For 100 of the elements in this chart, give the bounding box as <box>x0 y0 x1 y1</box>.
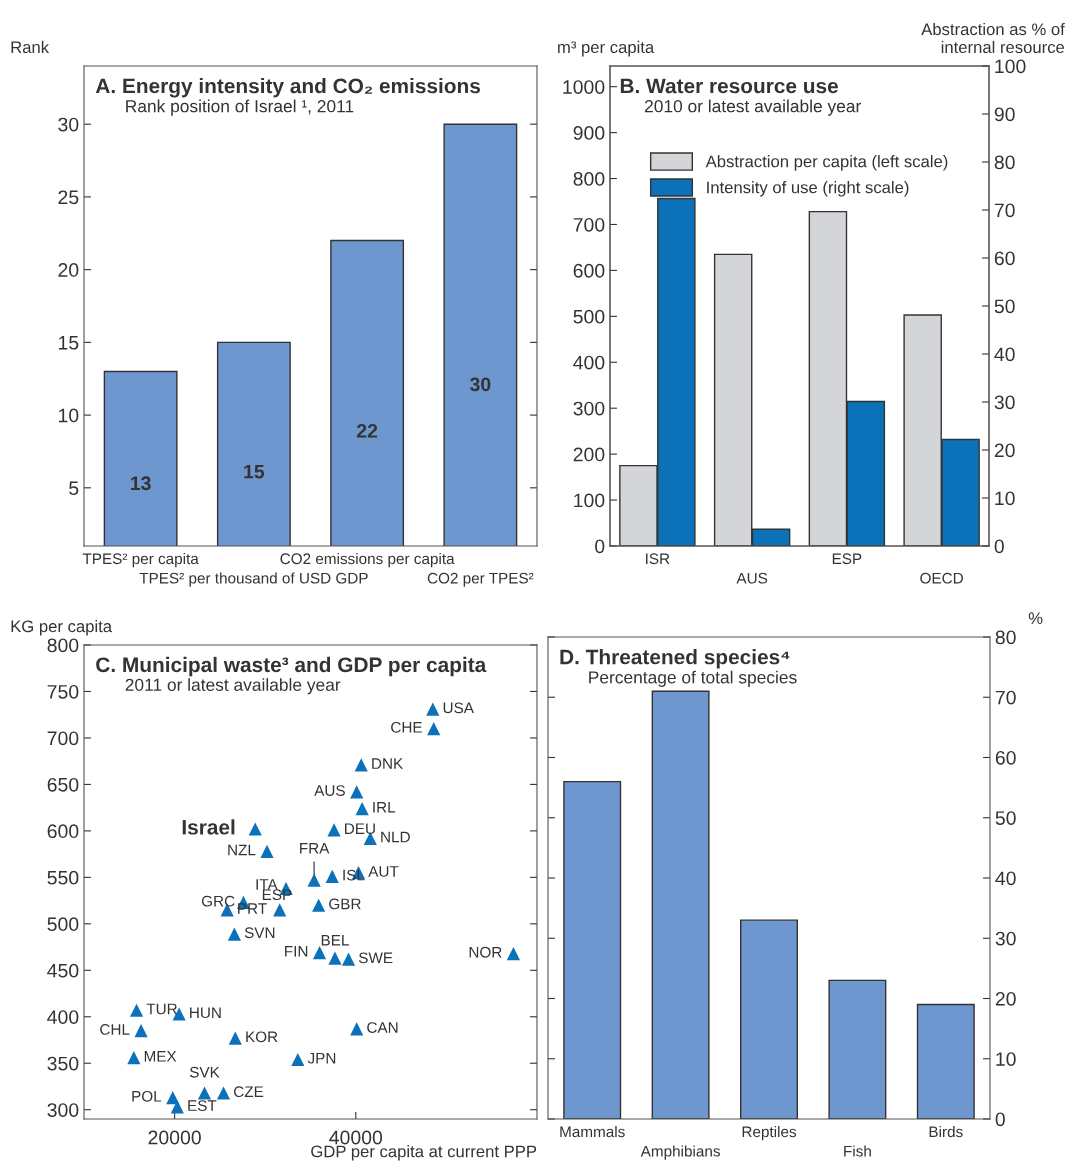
y-tick-label: 750 <box>47 684 79 699</box>
point <box>328 951 342 965</box>
y-tick-label: 900 <box>573 126 605 140</box>
point <box>312 898 326 912</box>
point <box>327 823 341 837</box>
point <box>228 1031 242 1045</box>
annotation: HUN <box>190 1007 221 1019</box>
annotation: PRT <box>238 903 267 914</box>
chart-title: B. Water resource use <box>620 78 838 94</box>
legend-label: Abstraction per capita (left scale) <box>705 155 948 171</box>
y2-tick-label: 70 <box>995 690 1016 705</box>
y2-tick-label: 60 <box>995 750 1016 765</box>
y2-tick-label: 60 <box>994 251 1015 266</box>
data-label: 13 <box>131 476 151 491</box>
y2-tick-label: 90 <box>994 107 1015 122</box>
point <box>291 1052 305 1067</box>
y2-tick-label: 20 <box>995 991 1016 1006</box>
text: C. Municipal waste³ and GDP per capita <box>96 656 487 677</box>
y2-axis-title: Abstraction as % of internal resource <box>921 22 1065 54</box>
point <box>350 1022 364 1036</box>
annotation: MEX <box>144 1051 177 1062</box>
data-label: 15 <box>244 464 265 479</box>
y-axis-title: KG per capita <box>11 619 113 636</box>
text: D. Threatened species⁴ <box>560 649 790 669</box>
point <box>216 1086 231 1100</box>
point <box>166 1091 180 1105</box>
x-tick-label: Amphibians <box>640 1145 720 1160</box>
point <box>341 952 356 966</box>
y-tick-label: 0 <box>595 539 605 554</box>
bar <box>916 1003 975 1119</box>
annotation: JPN <box>307 1052 336 1064</box>
point <box>426 702 440 716</box>
annotation: FIN <box>285 946 308 957</box>
annotation: TUR <box>146 1003 177 1015</box>
bar <box>740 919 798 1119</box>
point <box>248 822 262 836</box>
annotation: CZE <box>234 1086 264 1098</box>
point <box>129 1003 144 1017</box>
data-label: 30 <box>470 377 491 392</box>
y2-tick-label: 30 <box>994 395 1015 410</box>
x-tick-label: 20000 <box>148 1130 201 1145</box>
y-tick-label: 800 <box>47 638 79 653</box>
y-tick-label: 550 <box>47 870 79 885</box>
annotation: ESP <box>262 889 292 901</box>
x-tick-label: ESP <box>832 553 862 565</box>
x-tick-label: CO2 per TPES² <box>427 572 534 587</box>
x-tick-label: Reptiles <box>742 1125 797 1141</box>
y-tick-label: 350 <box>47 1056 79 1071</box>
y-tick-label: 800 <box>573 172 605 186</box>
annotation: KOR <box>246 1031 278 1043</box>
point <box>197 1086 212 1100</box>
x-tick-label: TPES² per thousand of USD GDP <box>139 572 368 587</box>
x-tick-label: 40000 <box>329 1130 383 1145</box>
point <box>307 873 321 887</box>
y-tick-label: 25 <box>58 190 79 205</box>
y2-tick-label: 40 <box>995 871 1016 886</box>
y-axis-title: m³ per capita <box>558 40 655 57</box>
y-tick-label: 500 <box>573 309 605 324</box>
point <box>134 1024 148 1038</box>
bar <box>651 690 710 1119</box>
y2-tick-label: 80 <box>995 630 1016 645</box>
annotation: NOR <box>469 946 502 958</box>
annotation: SVN <box>244 927 275 939</box>
y-tick-label: 600 <box>47 824 79 839</box>
y-axis-title: Rank <box>11 40 50 54</box>
point <box>312 946 327 960</box>
point <box>350 785 364 799</box>
y2-tick-label: 50 <box>994 299 1015 314</box>
y-tick-label: 30 <box>58 117 79 132</box>
y-tick-label: 100 <box>574 493 605 508</box>
annotation: DNK <box>372 758 404 769</box>
annotation: AUT <box>368 866 399 877</box>
annotation: CHL <box>100 1023 130 1035</box>
annotation: USA <box>443 702 474 714</box>
point <box>260 844 274 858</box>
y2-axis-title: % <box>1028 612 1043 624</box>
y-tick-label: 200 <box>573 447 605 462</box>
annotation: CAN <box>367 1022 398 1033</box>
y2-tick-label: 30 <box>995 931 1016 946</box>
text: A. Energy intensity and CO₂ emissions <box>95 78 480 98</box>
annotation: DEU <box>345 823 375 835</box>
x-tick-label: ISR <box>646 553 670 565</box>
annotation: NLD <box>381 831 410 843</box>
annotation: AUS <box>314 785 345 796</box>
annotation: BEL <box>321 934 349 946</box>
point <box>227 927 241 941</box>
y2-tick-label: 10 <box>996 1052 1016 1066</box>
y-tick-label: 600 <box>573 263 605 278</box>
annotation: GRC <box>201 895 235 907</box>
annotation: POL <box>132 1090 162 1102</box>
x-tick-label: AUS <box>736 572 768 584</box>
y-tick-label: 10 <box>59 408 79 423</box>
y-tick-label: 400 <box>47 1010 79 1024</box>
point <box>427 722 441 736</box>
annotation: CHE <box>391 721 422 733</box>
y-tick-label: 5 <box>69 481 79 496</box>
x-tick-label: Fish <box>844 1145 871 1157</box>
y-tick-label: 700 <box>573 217 605 232</box>
y-tick-label: 15 <box>59 336 79 350</box>
y2-tick-label: 10 <box>995 491 1015 506</box>
